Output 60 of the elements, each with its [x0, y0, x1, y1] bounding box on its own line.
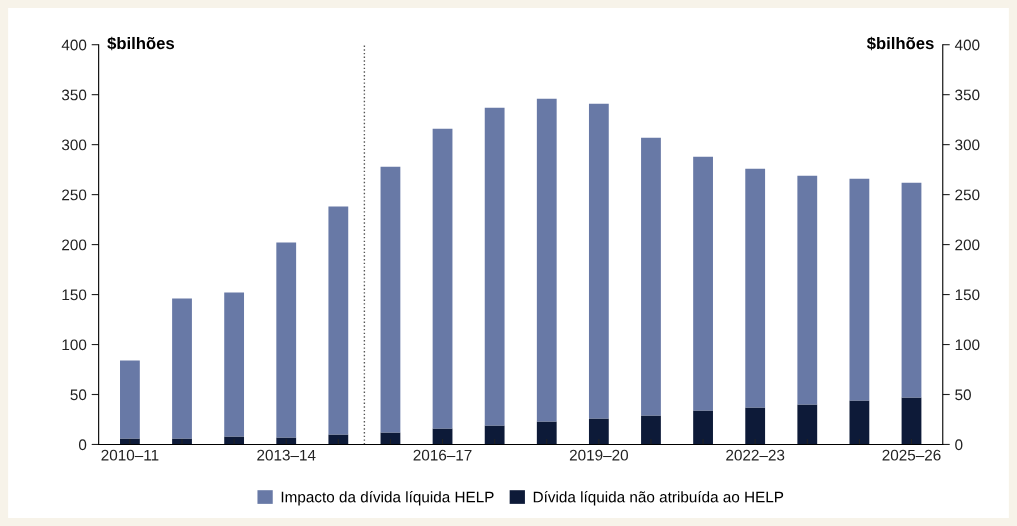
- x-tick-label: 2010–11: [101, 449, 159, 461]
- y2-tick-label: 350: [955, 89, 980, 101]
- bar: [745, 168, 766, 408]
- bar: [536, 421, 557, 445]
- bar: [693, 156, 713, 411]
- bar: [693, 410, 713, 445]
- bar: [901, 182, 922, 398]
- y2-tick-label: 150: [955, 289, 980, 301]
- bar: [588, 418, 609, 445]
- bar: [172, 438, 192, 445]
- y2-tick-label: 300: [955, 139, 980, 151]
- bar: [172, 298, 192, 439]
- y-tick-label: 0: [78, 439, 87, 451]
- y2-axis-title: $bilhões: [866, 36, 934, 51]
- x-tick-label: 2016–17: [413, 449, 472, 461]
- bar: [432, 128, 453, 429]
- y-tick-label: 200: [62, 239, 87, 251]
- y2-tick-label: 400: [954, 39, 980, 51]
- bar: [536, 98, 557, 422]
- bar: [588, 103, 609, 419]
- legend-label: Impacto da dívida líquida HELP: [281, 491, 494, 506]
- bar: [484, 107, 505, 426]
- bar: [849, 178, 870, 401]
- x-tick-label: 2013–14: [257, 449, 316, 461]
- x-tick-label: 2019–20: [569, 449, 629, 461]
- bar: [745, 407, 766, 445]
- bar: [380, 432, 401, 445]
- y-tick-label: 150: [62, 289, 87, 301]
- y2-tick-label: 50: [955, 389, 971, 401]
- bar: [432, 428, 453, 445]
- y2-tick-label: 250: [955, 189, 980, 201]
- y-tick-label: 350: [61, 89, 87, 101]
- bar: [797, 404, 818, 445]
- bar: [849, 400, 870, 445]
- bar: [797, 175, 818, 405]
- bar: [328, 434, 349, 445]
- bar: [641, 137, 661, 416]
- y2-tick-label: 200: [955, 239, 980, 251]
- x-tick-label: 2025–26: [882, 449, 941, 461]
- y-tick-label: 50: [70, 389, 87, 401]
- y-tick-label: 100: [62, 339, 87, 351]
- bar: [641, 415, 661, 445]
- x-tick-label: 2022–23: [726, 449, 785, 461]
- y2-tick-label: 100: [955, 339, 980, 351]
- bar: [224, 292, 245, 437]
- bar: [901, 397, 922, 445]
- y-tick-label: 400: [61, 39, 87, 51]
- bar: [120, 360, 140, 439]
- bar: [328, 206, 349, 435]
- bar: [224, 436, 245, 445]
- y-tick-label: 250: [62, 189, 87, 201]
- legend-label: Dívida líquida não atribuída ao HELP: [533, 491, 784, 506]
- y-axis-title: $bilhões: [107, 36, 175, 51]
- y-tick-label: 300: [61, 139, 87, 151]
- bar: [120, 438, 140, 445]
- y2-tick-label: 0: [955, 439, 963, 451]
- bar: [484, 425, 505, 445]
- bar: [276, 242, 297, 438]
- bar: [276, 437, 297, 445]
- bar: [380, 166, 401, 433]
